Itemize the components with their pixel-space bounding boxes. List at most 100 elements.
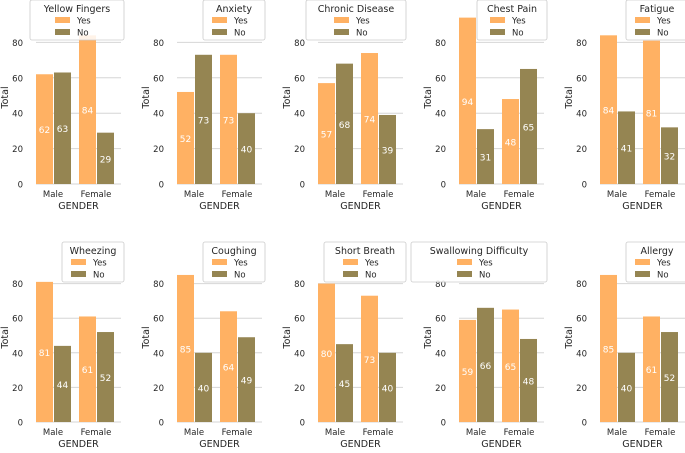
fatigue-legend-swatch-yes <box>635 17 650 23</box>
fatigue-ytick-label: 60 <box>576 74 587 84</box>
allergy-xtick-label: Male <box>607 428 627 438</box>
chronic-disease-xtick-label: Male <box>325 190 345 200</box>
short-breath-ytick-label: 0 <box>300 419 305 429</box>
anxiety-bar-female-yes <box>220 54 237 184</box>
yellow-fingers-legend-label: No <box>77 29 89 39</box>
short-breath-title: Short Breath <box>335 246 395 257</box>
swallowing-difficulty-ytick-label: 40 <box>435 349 446 359</box>
chronic-disease-data-label: 68 <box>339 121 351 131</box>
short-breath-legend-swatch-yes <box>343 259 358 265</box>
allergy-ytick-label: 60 <box>576 315 587 325</box>
chest-pain-xtick-label: Male <box>466 190 486 200</box>
coughing-ytick-label: 0 <box>159 419 164 429</box>
short-breath-ytick-label: 40 <box>294 349 305 359</box>
yellow-fingers-xtick-label: Male <box>43 190 63 200</box>
coughing-legend-swatch-yes <box>212 259 227 265</box>
swallowing-difficulty-legend <box>410 241 548 283</box>
yellow-fingers-legend <box>29 0 125 41</box>
chest-pain-data-label: 31 <box>480 154 491 164</box>
anxiety-ytick-label: 0 <box>159 181 164 191</box>
swallowing-difficulty-ytick-label: 20 <box>435 384 446 394</box>
anxiety-xtick-label: Female <box>222 190 253 200</box>
yellow-fingers-ytick-label: 0 <box>18 181 23 191</box>
chronic-disease-bar-male-yes <box>318 83 335 184</box>
chest-pain-data-label: 48 <box>505 139 517 149</box>
fatigue-ytick-label: 20 <box>576 145 587 155</box>
chronic-disease-data-label: 39 <box>382 146 394 156</box>
anxiety-ytick-label: 80 <box>153 39 164 49</box>
swallowing-difficulty-xlabel: GENDER <box>481 439 522 449</box>
wheezing-legend-label: No <box>93 271 105 281</box>
coughing-data-label: 49 <box>241 377 253 387</box>
short-breath-legend-label: Yes <box>364 259 379 269</box>
wheezing-bar-female-yes <box>79 316 96 422</box>
yellow-fingers-xlabel: GENDER <box>58 201 99 212</box>
anxiety-legend-label: No <box>234 29 246 39</box>
chest-pain-ylabel: Total <box>423 86 434 109</box>
swallowing-difficulty-data-label: 48 <box>523 377 535 387</box>
coughing-bar-female-yes <box>220 311 237 422</box>
coughing-ytick-label: 60 <box>153 315 164 325</box>
yellow-fingers-legend-label: Yes <box>76 17 91 27</box>
anxiety-ytick-label: 60 <box>153 74 164 84</box>
chronic-disease-ytick-label: 60 <box>294 74 305 84</box>
fatigue-legend-swatch-no <box>635 29 650 35</box>
chest-pain-bar-male-no <box>477 129 494 184</box>
wheezing-data-label: 81 <box>39 349 50 359</box>
coughing-xtick-label: Male <box>184 428 204 438</box>
allergy-bar-male-yes <box>600 274 617 422</box>
allergy-legend-swatch-no <box>635 271 650 277</box>
coughing-ytick-label: 20 <box>153 384 164 394</box>
anxiety-data-label: 52 <box>180 135 191 145</box>
short-breath-xtick-label: Male <box>325 428 345 438</box>
fatigue-title: Fatigue <box>640 4 675 15</box>
chest-pain-title: Chest Pain <box>487 4 537 15</box>
yellow-fingers-bar-male-yes <box>36 74 53 184</box>
allergy-bar-female-yes <box>643 316 660 422</box>
wheezing-legend-swatch-yes <box>71 259 86 265</box>
wheezing-bar-female-no <box>97 332 114 422</box>
yellow-fingers-data-label: 62 <box>39 126 50 136</box>
chronic-disease-bar-male-no <box>336 63 353 184</box>
anxiety-data-label: 73 <box>223 116 234 126</box>
wheezing-ytick-label: 20 <box>12 384 23 394</box>
short-breath-legend-swatch-no <box>343 271 358 277</box>
yellow-fingers-bar-male-no <box>54 72 71 184</box>
anxiety-bar-female-no <box>238 113 255 184</box>
chronic-disease-legend-label: No <box>356 29 368 39</box>
swallowing-difficulty-legend-swatch-no <box>457 271 472 277</box>
short-breath-xlabel: GENDER <box>340 439 381 449</box>
chronic-disease-bar-female-no <box>379 114 396 184</box>
yellow-fingers-ytick-label: 40 <box>12 110 23 120</box>
fatigue-data-label: 32 <box>664 153 675 163</box>
yellow-fingers-legend-swatch-yes <box>55 17 70 23</box>
coughing-title: Coughing <box>211 246 256 257</box>
coughing-bar-male-no <box>195 352 212 422</box>
swallowing-difficulty-ytick-label: 80 <box>435 280 446 290</box>
short-breath-ytick-label: 80 <box>294 280 305 290</box>
allergy-bar-male-no <box>618 352 635 422</box>
swallowing-difficulty-xtick-label: Male <box>466 428 486 438</box>
short-breath-bar-male-yes <box>318 283 335 422</box>
fatigue-ytick-label: 40 <box>576 110 587 120</box>
fatigue-data-label: 81 <box>646 109 657 119</box>
chest-pain-bar-female-no <box>520 68 537 184</box>
chest-pain-bar-female-yes <box>502 99 519 184</box>
short-breath-legend-label: No <box>365 271 377 281</box>
chest-pain-legend-swatch-yes <box>490 17 505 23</box>
yellow-fingers-bar-female-no <box>97 132 114 184</box>
allergy-ylabel: Total <box>564 326 575 349</box>
wheezing-data-label: 52 <box>100 374 111 384</box>
anxiety-bar-male-no <box>195 54 212 184</box>
wheezing-ytick-label: 80 <box>12 280 23 290</box>
coughing-legend-label: No <box>234 271 246 281</box>
allergy-data-label: 61 <box>646 366 657 376</box>
wheezing-ytick-label: 0 <box>18 419 23 429</box>
chronic-disease-legend-swatch-yes <box>334 17 349 23</box>
chest-pain-legend-label: Yes <box>511 17 526 27</box>
wheezing-data-label: 44 <box>57 381 69 391</box>
swallowing-difficulty-data-label: 66 <box>480 362 492 372</box>
anxiety-xlabel: GENDER <box>199 201 240 212</box>
yellow-fingers-xtick-label: Female <box>81 190 112 200</box>
